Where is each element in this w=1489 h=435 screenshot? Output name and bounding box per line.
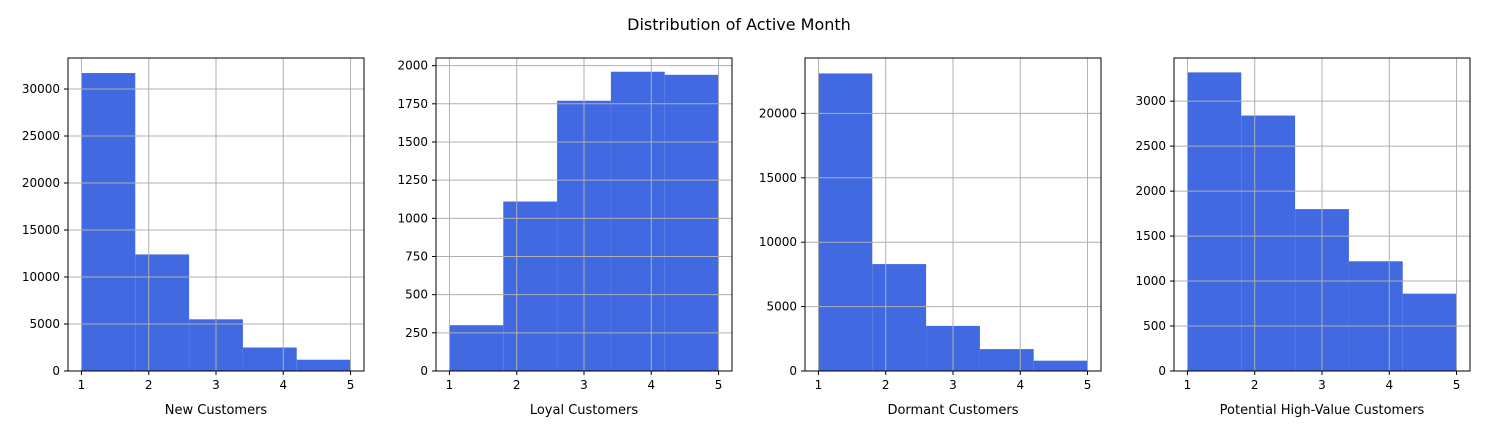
- histogram-bar: [1241, 115, 1296, 371]
- y-tick-label: 0: [1158, 364, 1166, 378]
- y-tick-label: 5000: [766, 300, 797, 314]
- y-tick-label: 0: [789, 364, 797, 378]
- x-tick-label: 2: [1251, 378, 1259, 392]
- x-tick-label: 5: [1084, 378, 1092, 392]
- y-tick-label: 1500: [1135, 229, 1166, 243]
- x-tick-label: 5: [347, 378, 355, 392]
- x-tick-label: 5: [1453, 378, 1461, 392]
- x-tick-label: 4: [1016, 378, 1024, 392]
- subplot-1: 1 2 3 4 5 0 5000 10000 15000 20000 25000 30000 New C…: [22, 57, 365, 418]
- x-tick-label: 1: [815, 378, 823, 392]
- y-tick-label: 0: [52, 364, 60, 378]
- histogram-bar: [296, 359, 351, 371]
- histogram-bar: [449, 325, 504, 371]
- y-tick-label: 1000: [397, 211, 428, 225]
- histogram-bar: [242, 347, 297, 371]
- y-tick-label: 500: [1143, 319, 1166, 333]
- x-tick-label: 3: [949, 378, 957, 392]
- histogram-bar: [664, 74, 719, 372]
- y-tick-label: 0: [420, 364, 428, 378]
- x-tick-label: 3: [212, 378, 220, 392]
- x-tick-label: 3: [580, 378, 588, 392]
- y-tick-label: 2500: [1135, 139, 1166, 153]
- y-tick-label: 2000: [1135, 184, 1166, 198]
- x-tick-label: 2: [882, 378, 890, 392]
- y-tick-label: 3000: [1135, 94, 1166, 108]
- y-tick-label: 1250: [397, 173, 428, 187]
- y-tick-label: 10000: [22, 270, 60, 284]
- x-tick-label: 4: [279, 378, 287, 392]
- x-tick-label: 1: [1184, 378, 1192, 392]
- x-axis-label: Loyal Customers: [530, 403, 639, 418]
- histogram-bar: [81, 73, 136, 372]
- y-tick-label: 15000: [22, 223, 60, 237]
- y-tick-label: 25000: [22, 129, 60, 143]
- histogram-bar: [1402, 293, 1457, 371]
- histogram-bar: [979, 349, 1034, 371]
- y-tick-label: 1500: [397, 135, 428, 149]
- y-tick-label: 250: [405, 326, 428, 340]
- histogram-bar: [1033, 360, 1088, 371]
- histogram-bar: [610, 71, 665, 372]
- subplot-3: 1 2 3 4 5 0 5000 10000 15000 20000 Dormant Custome…: [759, 57, 1102, 418]
- y-tick-label: 2000: [397, 59, 428, 73]
- y-tick-label: 500: [405, 288, 428, 302]
- y-tick-label: 20000: [22, 176, 60, 190]
- histogram-bar: [818, 73, 873, 371]
- y-tick-label: 10000: [759, 235, 797, 249]
- x-tick-label: 2: [513, 378, 521, 392]
- x-axis-label: Potential High-Value Customers: [1220, 403, 1425, 418]
- x-tick-label: 1: [78, 378, 86, 392]
- histogram-bar: [135, 254, 190, 371]
- histogram-bar: [1187, 72, 1242, 371]
- x-axis-label: Dormant Customers: [887, 403, 1018, 418]
- x-tick-label: 2: [145, 378, 153, 392]
- y-tick-label: 1000: [1135, 274, 1166, 288]
- y-tick-label: 20000: [759, 106, 797, 120]
- histogram-bar: [872, 264, 927, 371]
- y-tick-label: 5000: [29, 317, 60, 331]
- x-tick-label: 5: [715, 378, 723, 392]
- figure-title: Distribution of Active Month: [627, 15, 851, 34]
- subplot-4: 1 2 3 4 5 0 500 1000 1500 2000 2500 3000 Potential H…: [1135, 57, 1471, 418]
- y-tick-label: 15000: [759, 171, 797, 185]
- y-tick-label: 750: [405, 249, 428, 263]
- x-axis-label: New Customers: [165, 403, 268, 418]
- x-tick-label: 1: [446, 378, 454, 392]
- histogram-bar: [503, 201, 558, 371]
- x-tick-label: 4: [1385, 378, 1393, 392]
- y-tick-label: 1750: [397, 97, 428, 111]
- subplot-2: 1 2 3 4 5 0 250 500 750 1000 1250 1500 1750 2000 Loyal…: [397, 57, 733, 418]
- histogram-bar: [1348, 261, 1403, 371]
- x-tick-label: 3: [1318, 378, 1326, 392]
- y-tick-label: 30000: [22, 82, 60, 96]
- x-tick-label: 4: [647, 378, 655, 392]
